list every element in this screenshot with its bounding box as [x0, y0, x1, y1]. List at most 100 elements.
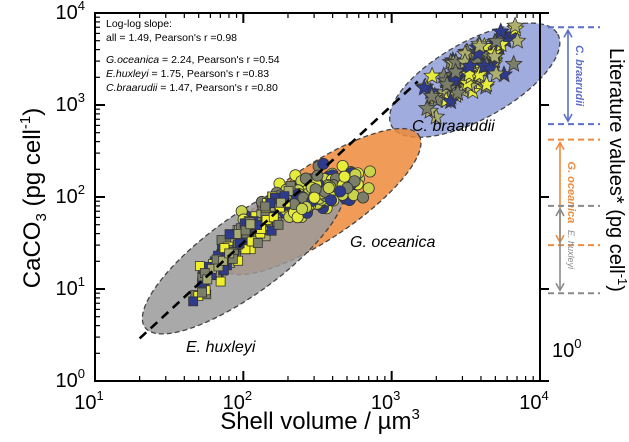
point-e-huxleyi: [224, 229, 235, 240]
y-axis-label-c: ): [19, 108, 46, 116]
literature-ranges: C. braarudii G. oceanica E. huxleyi: [548, 26, 600, 295]
y-tick-label-exp: 2: [78, 182, 85, 197]
x-tick-label-base: 10: [519, 392, 541, 414]
point-c-braarudii: [459, 64, 479, 82]
y-tick-label-base: 10: [56, 370, 78, 392]
x-tick-label: 103: [371, 388, 400, 414]
y-tick-label-base: 10: [56, 94, 78, 116]
right-tick-label-base: 10: [552, 340, 574, 362]
point-e-huxleyi: [252, 238, 263, 248]
x-tick-label: 104: [519, 388, 548, 414]
annotation-stats-oceanica: = 2.24, Pearson's r =0.54: [159, 54, 280, 66]
literature-label-g-oceanica: G. oceanica: [565, 162, 577, 224]
annotation-line-1: Log-log slope:: [106, 18, 172, 30]
x-tick-label-base: 10: [371, 392, 393, 414]
point-e-huxleyi: [215, 276, 226, 287]
label-huxleyi: E. huxleyi: [186, 339, 256, 356]
point-c-braarudii: [504, 54, 523, 72]
annotation-stats-huxleyi: = 1.75, Pearson's r =0.83: [149, 68, 270, 80]
x-tick-label-base: 10: [223, 392, 245, 414]
point-c-braarudii: [446, 62, 465, 80]
right-axis-label-sup: -1: [615, 274, 629, 286]
point-c-braarudii: [415, 78, 434, 96]
point-e-huxleyi: [260, 201, 271, 212]
annotation-species-oceanica: G.oceanica: [106, 54, 159, 66]
y-tick-label-base: 10: [56, 278, 78, 300]
literature-label-e-huxleyi: E. huxleyi: [566, 230, 576, 270]
x-tick-label-exp: 1: [97, 388, 104, 403]
point-c-braarudii: [491, 22, 510, 40]
x-tick-label: 101: [74, 388, 103, 414]
point-c-braarudii: [470, 36, 489, 54]
y-tick-label: 101: [56, 274, 85, 300]
label-braarudii: C. braarudii: [412, 118, 495, 135]
point-g-oceanica: [296, 202, 309, 215]
annotation-stats-braarudii: = 1.47, Pearson's r =0.80: [157, 82, 278, 94]
point-g-oceanica: [308, 191, 321, 204]
point-e-huxleyi: [266, 225, 277, 236]
x-tick-label-exp: 3: [393, 388, 400, 403]
point-c-braarudii: [487, 31, 506, 49]
x-axis-label-main: Shell volume /: [220, 408, 377, 435]
point-e-huxleyi: [224, 248, 235, 259]
y-axis-label-sub: 3: [33, 213, 50, 221]
annotation-species-braarudii: C.braarudii: [106, 82, 158, 94]
point-e-huxleyi: [194, 261, 205, 271]
x-axis-label-unit: µm: [378, 408, 412, 435]
annotation-line-3: G.oceanica = 2.24, Pearson's r =0.54: [106, 54, 280, 66]
right-axis-label-a: Literature values* (pg cell: [605, 48, 627, 274]
point-e-huxleyi: [245, 219, 256, 230]
point-c-braarudii: [441, 91, 460, 110]
y-tick-label: 102: [56, 182, 85, 208]
point-c-braarudii: [506, 16, 525, 34]
point-g-oceanica: [357, 191, 370, 204]
y-tick-label: 100: [56, 366, 85, 392]
point-c-braarudii: [422, 86, 441, 104]
point-g-oceanica: [363, 165, 376, 178]
fit-line: [138, 80, 419, 340]
y-tick-label-base: 10: [56, 2, 78, 24]
y-tick-label-exp: 4: [78, 0, 85, 13]
literature-arrow-down-e-huxleyi: [555, 282, 565, 292]
point-c-braarudii: [485, 47, 504, 65]
literature-arrow-down-c-braarudii: [563, 113, 573, 123]
y-tick-label-exp: 0: [78, 366, 85, 381]
right-tick-label-exp: 0: [574, 336, 581, 351]
point-c-braarudii: [417, 98, 437, 117]
annotation-species-huxleyi: E.huxleyi: [106, 68, 149, 80]
x-tick-label: 102: [223, 388, 252, 414]
right-tick-label: 100: [552, 336, 581, 362]
y-axis-label-sup: -1: [17, 116, 34, 129]
x-tick-label-exp: 4: [542, 388, 549, 403]
point-g-oceanica: [338, 170, 351, 183]
literature-label-c-braarudii: C. braarudii: [573, 45, 585, 107]
label-oceanica: G. oceanica: [350, 234, 435, 251]
annotation-line-2: all = 1.49, Pearson's r =0.98: [106, 32, 237, 44]
points-layer: [188, 16, 527, 307]
point-g-oceanica: [325, 194, 338, 207]
x-axis-label: Shell volume / µm3: [220, 406, 420, 435]
point-g-oceanica: [348, 175, 361, 188]
x-tick-label-base: 10: [74, 392, 96, 414]
point-c-braarudii: [437, 75, 456, 93]
right-axis-label-b: ): [605, 285, 627, 292]
annotation-line-5: C.braarudii = 1.47, Pearson's r =0.80: [106, 82, 278, 94]
point-e-huxleyi: [273, 219, 284, 230]
y-tick-label-exp: 3: [78, 90, 85, 105]
y-tick-label-exp: 1: [78, 274, 85, 289]
right-axis-label: Literature values* (pg cell-1): [605, 48, 629, 292]
literature-arrow-up-c-braarudii: [563, 28, 573, 38]
y-tick-label: 103: [56, 90, 85, 116]
point-g-oceanica: [362, 182, 375, 195]
literature-arrow-up-e-huxleyi: [555, 207, 565, 217]
point-c-braarudii: [487, 64, 506, 82]
y-axis-label: CaCO3 (pg cell-1): [17, 108, 50, 288]
point-c-braarudii: [460, 56, 479, 75]
y-tick-label-base: 10: [56, 186, 78, 208]
point-c-braarudii: [423, 66, 442, 84]
y-tick-label: 104: [56, 0, 85, 24]
x-tick-label-exp: 2: [245, 388, 252, 403]
